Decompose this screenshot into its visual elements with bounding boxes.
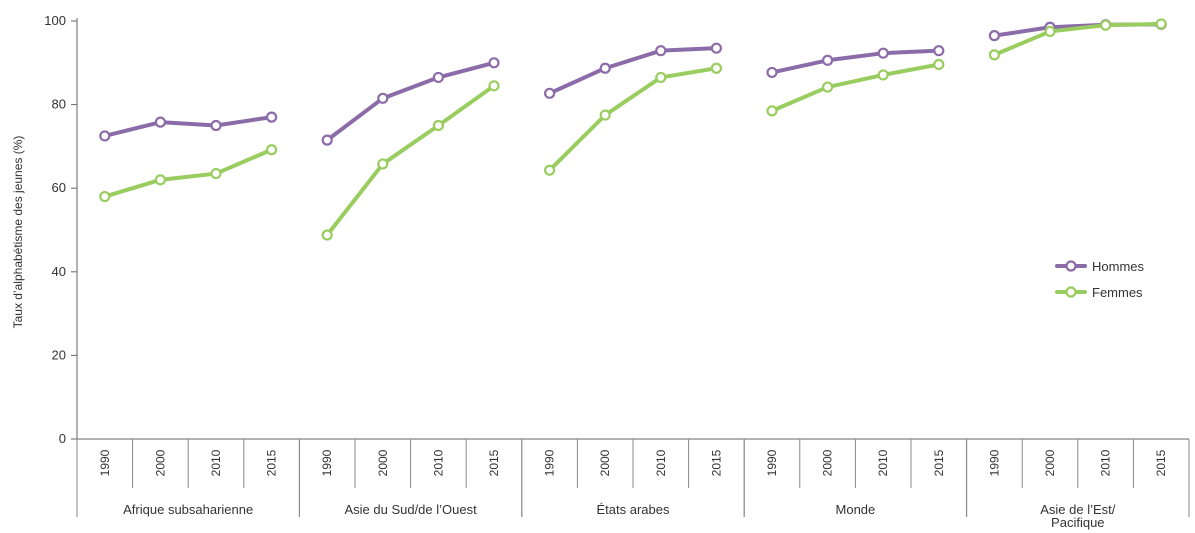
data-point-hommes: [488, 57, 500, 69]
region-label: États arabes: [597, 502, 670, 517]
data-point-hommes: [877, 47, 889, 59]
series-line-femmes: [770, 62, 941, 113]
year-tick-label: 2010: [431, 449, 445, 476]
data-point-femmes: [1155, 18, 1167, 30]
data-point-femmes: [99, 190, 111, 203]
year-tick-label: 2015: [1154, 449, 1168, 476]
data-point-femmes: [710, 62, 723, 74]
data-point-hommes: [154, 116, 166, 128]
region-label: Asie de l’Est/: [1040, 502, 1116, 517]
year-tick-label: 2010: [209, 449, 223, 476]
data-point-hommes: [766, 66, 778, 79]
year-tick-label: 2015: [932, 449, 946, 476]
data-point-hommes: [655, 45, 667, 57]
region-label: Monde: [836, 502, 876, 517]
data-point-femmes: [210, 167, 222, 180]
year-tick-label: 1990: [98, 449, 112, 476]
data-point-femmes: [877, 69, 889, 81]
y-tick-label: 20: [52, 347, 66, 362]
data-point-hommes: [821, 54, 834, 66]
year-tick-label: 2000: [153, 449, 167, 476]
legend-marker-femmes: [1065, 286, 1077, 298]
data-point-femmes: [321, 229, 333, 241]
year-tick-label: 2015: [487, 449, 501, 476]
data-point-hommes: [543, 87, 556, 99]
data-point-hommes: [266, 111, 278, 123]
y-tick-label: 80: [52, 97, 66, 112]
data-point-femmes: [377, 158, 389, 170]
series-line-femmes: [547, 66, 719, 173]
series-line-femmes: [325, 83, 496, 238]
y-axis-title: Taux d’alphabétisme des jeunes (%): [11, 136, 25, 329]
data-point-femmes: [1044, 25, 1056, 38]
year-tick-label: 2015: [709, 449, 723, 476]
series-line-hommes: [547, 46, 719, 96]
data-point-femmes: [266, 144, 278, 156]
series-layer: [99, 18, 1167, 241]
region-label: Asie du Sud/de l’Ouest: [344, 502, 477, 517]
y-tick-label: 40: [52, 264, 66, 279]
data-point-hommes: [988, 30, 1001, 42]
year-tick-label: 2000: [376, 449, 390, 476]
series-line-femmes: [992, 21, 1164, 57]
series-line-hommes: [770, 48, 941, 75]
data-point-hommes: [377, 92, 389, 104]
data-point-femmes: [766, 105, 778, 117]
data-point-hommes: [321, 134, 333, 146]
year-tick-label: 1990: [765, 449, 779, 476]
year-tick-label: 1990: [543, 449, 557, 476]
legend-label-hommes: Hommes: [1092, 259, 1145, 274]
series-line-hommes: [325, 60, 496, 143]
y-axis: 0 20 40 60 80 100: [44, 13, 78, 446]
year-tick-label: 2000: [598, 449, 612, 476]
data-point-femmes: [821, 81, 834, 93]
year-tick-label: 2000: [1043, 449, 1057, 476]
data-point-hommes: [599, 62, 611, 74]
series-line-hommes: [102, 115, 274, 138]
year-tick-label: 2010: [654, 449, 668, 476]
year-tick-label: 2015: [265, 449, 279, 476]
year-tick-label: 2010: [1099, 449, 1113, 476]
y-tick-label: 0: [59, 431, 66, 446]
year-tick-label: 2010: [876, 449, 890, 476]
region-label: Afrique subsaharienne: [123, 502, 253, 517]
data-point-hommes: [432, 71, 444, 84]
data-point-hommes: [933, 45, 945, 57]
legend-marker-hommes: [1065, 260, 1077, 272]
data-point-hommes: [210, 119, 222, 132]
data-point-hommes: [99, 130, 111, 142]
year-tick-label: 1990: [320, 449, 334, 476]
data-point-femmes: [1099, 19, 1112, 31]
data-point-femmes: [154, 174, 166, 186]
region-label: Pacifique: [1051, 515, 1104, 530]
legend: Hommes Femmes: [1055, 259, 1145, 300]
data-point-femmes: [655, 71, 667, 84]
data-point-femmes: [988, 49, 1001, 61]
data-point-femmes: [432, 119, 444, 132]
y-tick-label: 100: [44, 13, 66, 28]
data-point-hommes: [710, 42, 723, 54]
legend-label-femmes: Femmes: [1092, 285, 1143, 300]
year-tick-label: 2000: [821, 449, 835, 476]
data-point-femmes: [599, 109, 611, 121]
data-point-femmes: [488, 80, 500, 92]
data-point-femmes: [933, 58, 945, 71]
series-line-femmes: [102, 147, 274, 199]
x-axis: 1990 2000 2010 2015 Afrique subsaharienne 199…: [76, 438, 1190, 530]
data-point-femmes: [543, 164, 556, 176]
year-tick-label: 1990: [987, 449, 1001, 476]
y-tick-label: 60: [52, 180, 66, 195]
